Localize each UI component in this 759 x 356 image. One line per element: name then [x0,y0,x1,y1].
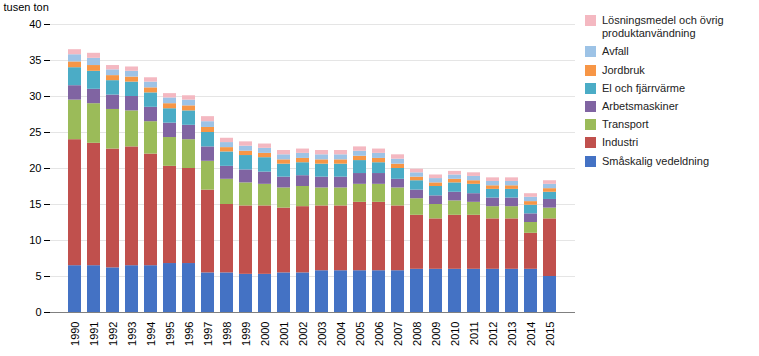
svg-text:2004: 2004 [335,322,347,346]
svg-text:40: 40 [29,18,41,30]
svg-text:2002: 2002 [297,322,309,346]
svg-text:2008: 2008 [411,322,423,346]
svg-text:1997: 1997 [202,322,214,346]
svg-text:2010: 2010 [449,322,461,346]
svg-text:0: 0 [35,306,41,318]
svg-text:10: 10 [29,234,41,246]
svg-text:1999: 1999 [240,322,252,346]
html-text:Avfall: Avfall [602,45,629,58]
html-text:Arbetsmaskiner: Arbetsmaskiner [602,99,679,112]
svg-text:5: 5 [35,270,41,282]
svg-text:1991: 1991 [88,322,100,346]
svg-text:20: 20 [29,162,41,174]
svg-text:2011: 2011 [468,322,480,346]
svg-text:30: 30 [29,90,41,102]
svg-text:35: 35 [29,54,41,66]
svg-text:1992: 1992 [107,322,119,346]
svg-text:2014: 2014 [525,322,537,346]
html-text:Industri: Industri [602,136,639,149]
svg-text:2015: 2015 [544,322,556,346]
svg-text:25: 25 [29,126,41,138]
html-text:Lösningsmedel och övrig produk: Lösningsmedel och övrig produktanvändnin… [602,14,724,40]
svg-text:1996: 1996 [183,322,195,346]
svg-text:1993: 1993 [126,322,138,346]
html-text:Jordbruk: Jordbruk [602,63,645,76]
html-text:El och fjärrvärme: El och fjärrvärme [602,81,686,94]
svg-text:2001: 2001 [278,322,290,346]
svg-text:2009: 2009 [430,322,442,346]
svg-text:2012: 2012 [487,322,499,346]
svg-text:1994: 1994 [145,322,157,346]
svg-text:2013: 2013 [506,322,518,346]
html-text:Transport: Transport [602,118,649,131]
svg-text:2005: 2005 [354,322,366,346]
svg-text:1995: 1995 [164,322,176,346]
html-text:Småskalig vedeldning: Småskalig vedeldning [602,154,709,167]
svg-text:2000: 2000 [259,322,271,346]
svg-text:15: 15 [29,198,41,210]
svg-text:2006: 2006 [373,322,385,346]
svg-text:1990: 1990 [69,322,81,346]
svg-text:2003: 2003 [316,322,328,346]
svg-text:1998: 1998 [221,322,233,346]
svg-text:2007: 2007 [392,322,404,346]
svg-text:tusen ton: tusen ton [4,1,49,13]
